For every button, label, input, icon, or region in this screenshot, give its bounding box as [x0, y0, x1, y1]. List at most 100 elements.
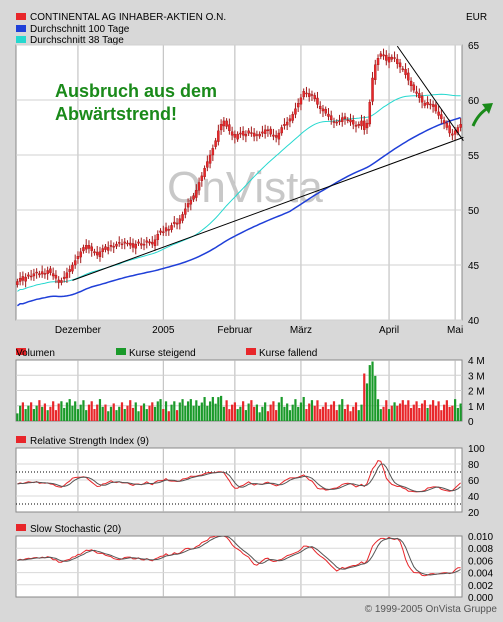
rsi-y-ticks: 20 40 60 80 100 [468, 444, 485, 519]
volume-bar-88 [258, 412, 261, 421]
volume-bar-35 [112, 403, 115, 421]
rsi-yticks-0: 20 [468, 508, 480, 519]
sto-yticks-3: 0.006 [468, 556, 493, 567]
price-y-tick-1: 45 [468, 261, 480, 272]
volume-bar-79 [233, 402, 236, 421]
volume-bar-57 [173, 401, 176, 421]
volume-bar-151 [431, 400, 435, 421]
candle-31 [101, 244, 104, 258]
candle-117 [338, 114, 341, 126]
candle-139 [398, 58, 402, 74]
candle-62 [186, 198, 190, 213]
volume-bar-107 [310, 400, 314, 421]
candle-35 [112, 242, 115, 254]
price-x-ticks: Dezember 2005 Februar März April Mai [55, 325, 463, 336]
candle-140 [401, 66, 405, 72]
volume-bar-135 [387, 409, 391, 421]
price-x-tick-0: Dezember [55, 325, 102, 336]
candle-133 [382, 48, 385, 60]
volume-bar-15 [57, 403, 60, 421]
candle-93 [272, 128, 275, 141]
candle-52 [159, 228, 162, 236]
volume-bar-152 [434, 405, 437, 421]
legend-label-rising: Kurse steigend [129, 348, 196, 359]
candle-59 [178, 214, 182, 230]
volume-bar-90 [264, 402, 267, 421]
currency-label: EUR [466, 12, 487, 23]
candle-76 [225, 118, 228, 130]
volume-bar-62 [186, 401, 190, 421]
candle-124 [357, 121, 361, 129]
candle-141 [404, 63, 407, 79]
volume-bar-63 [189, 399, 192, 421]
price-x-tick-2: Februar [217, 325, 253, 336]
candle-10 [43, 268, 47, 279]
volume-y-tick-0: 0 [468, 417, 474, 428]
trend-line-1 [396, 45, 464, 141]
candle-1 [18, 272, 22, 286]
volume-bar-84 [247, 403, 250, 421]
volume-bar-118 [341, 399, 344, 421]
candle-42 [131, 238, 135, 253]
candle-19 [68, 265, 71, 278]
candle-39 [123, 238, 126, 250]
candle-110 [318, 101, 322, 114]
candle-9 [40, 265, 44, 278]
ma38-line-path [17, 93, 461, 292]
volume-bar-4 [27, 405, 30, 421]
candle-89 [261, 125, 264, 138]
candle-123 [354, 121, 358, 133]
candle-77 [228, 118, 231, 135]
stochastic-line [17, 536, 461, 577]
candle-17 [62, 271, 66, 283]
candle-142 [407, 67, 410, 86]
candle-109 [316, 91, 319, 109]
candle-43 [134, 240, 138, 255]
volume-bar-119 [343, 408, 347, 421]
candle-161 [459, 118, 462, 132]
candle-101 [294, 102, 297, 119]
sto-yticks-1: 0.002 [468, 581, 493, 592]
candle-108 [313, 92, 316, 102]
volume-bar-98 [286, 403, 289, 421]
candle-8 [38, 270, 41, 278]
candle-98 [285, 117, 289, 131]
volume-bar-155 [443, 404, 446, 421]
volume-bar-137 [393, 402, 396, 421]
rsi-yticks-1: 40 [468, 492, 480, 503]
candle-136 [390, 54, 394, 63]
legend-swatch-price [16, 13, 26, 20]
volume-bar-46 [142, 403, 146, 421]
volume-bar-7 [35, 405, 38, 421]
volume-bar-17 [63, 407, 66, 421]
volume-bar-78 [231, 404, 234, 421]
volume-bar-109 [316, 400, 319, 421]
legend-swatch-stochastic [16, 524, 26, 531]
candle-135 [387, 53, 391, 69]
candle-25 [84, 239, 88, 254]
candle-112 [324, 106, 327, 116]
rsi-yticks-4: 100 [468, 444, 485, 455]
volume-bar-24 [82, 400, 85, 421]
candle-148 [423, 100, 427, 109]
volume-bar-19 [68, 399, 71, 421]
volume-title: Volumen [16, 348, 55, 359]
candle-90 [263, 124, 267, 139]
stochastic-panel [15, 535, 463, 598]
candle-7 [35, 268, 38, 279]
legend-swatch-volume [16, 348, 26, 355]
volume-bar-73 [217, 397, 220, 421]
legend-swatch-ma100 [16, 25, 26, 32]
candle-122 [352, 115, 355, 130]
volume-bar-34 [109, 406, 113, 421]
candle-37 [117, 236, 121, 247]
candle-111 [321, 104, 325, 118]
candle-91 [266, 125, 270, 137]
volume-bar-1 [19, 405, 22, 421]
candle-53 [162, 225, 165, 236]
volume-bar-142 [407, 400, 410, 421]
candle-149 [426, 96, 429, 109]
volume-bar-53 [162, 408, 165, 421]
